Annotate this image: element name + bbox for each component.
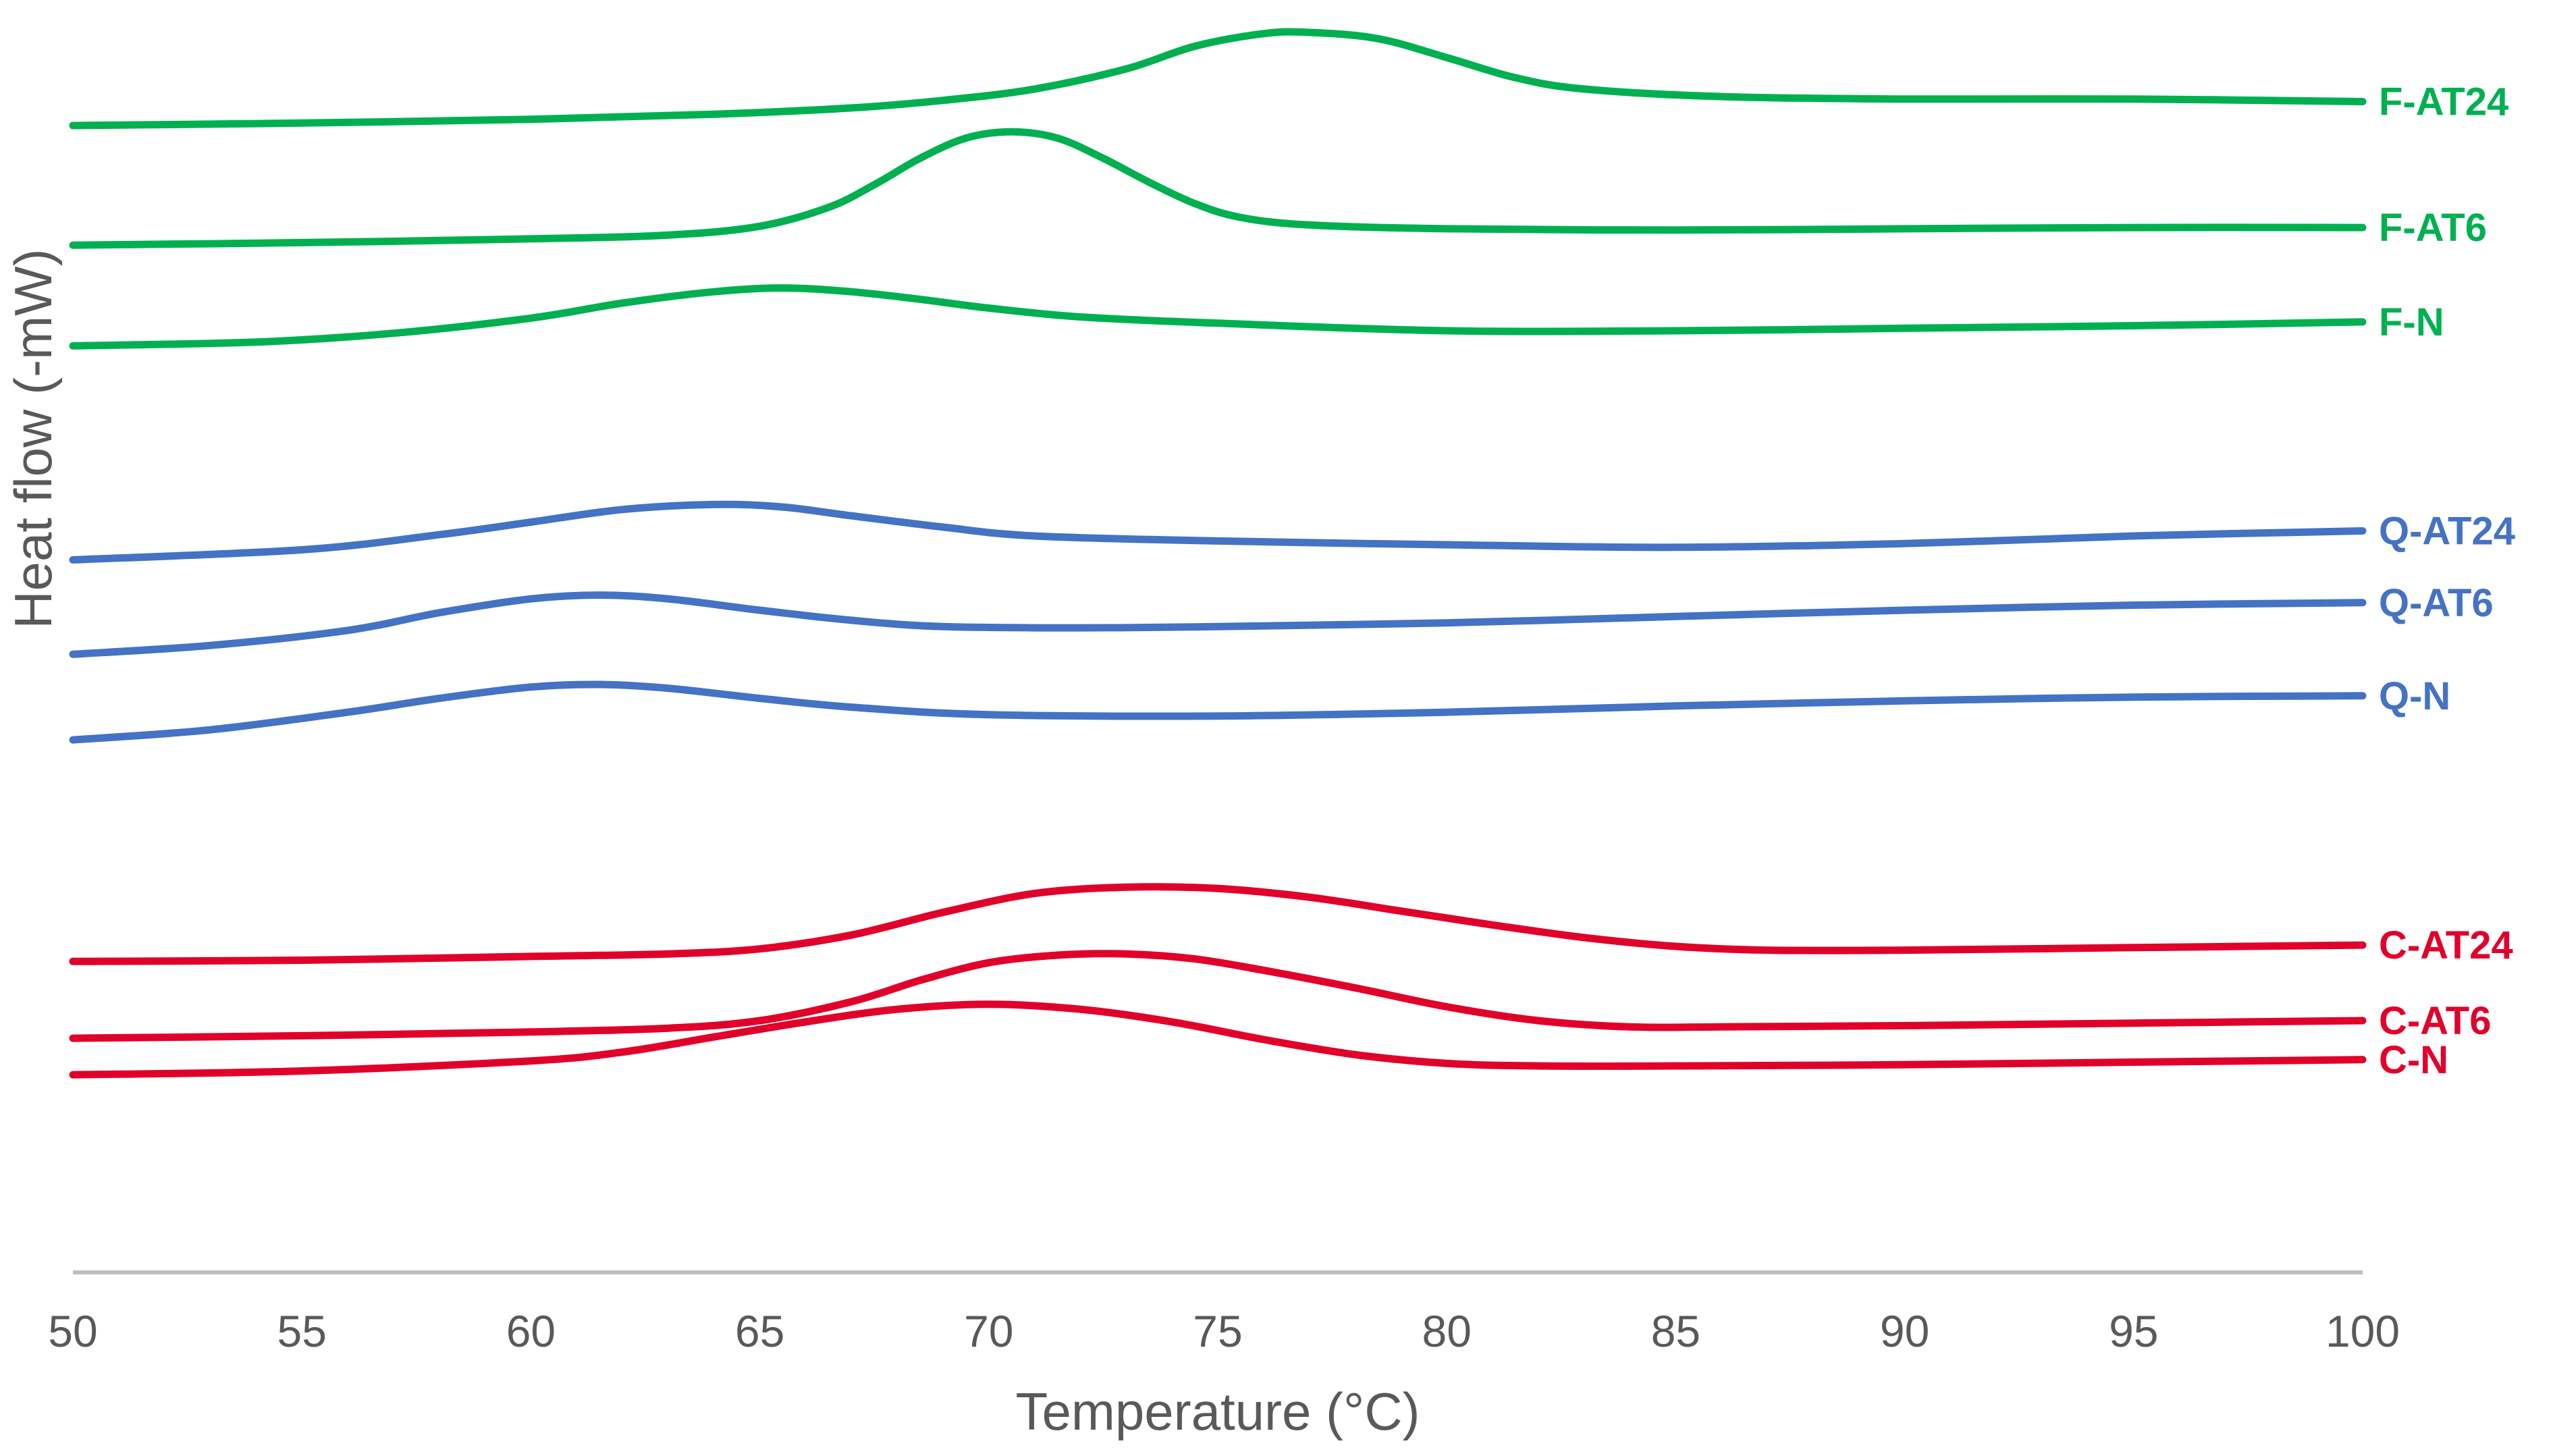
x-tick-label-50: 50 bbox=[48, 1306, 97, 1356]
series-layer bbox=[69, 28, 2367, 1079]
series-line-c-at6 bbox=[69, 950, 2367, 1042]
series-line-f-n bbox=[69, 284, 2367, 350]
x-tick-label-85: 85 bbox=[1651, 1306, 1700, 1356]
x-tick-label-95: 95 bbox=[2109, 1306, 2158, 1356]
series-label-f-at24: F-AT24 bbox=[2379, 80, 2508, 124]
series-line-q-at6 bbox=[69, 591, 2367, 658]
x-tick-label-55: 55 bbox=[277, 1306, 326, 1356]
series-label-c-n: C-N bbox=[2379, 1038, 2448, 1082]
x-tick-label-60: 60 bbox=[506, 1306, 556, 1356]
x-tick-labels: 50 55 60 65 70 75 80 85 90 95 100 bbox=[48, 1306, 2400, 1356]
series-line-c-at24 bbox=[69, 883, 2367, 965]
series-label-c-at24: C-AT24 bbox=[2379, 923, 2513, 967]
series-label-q-n: Q-N bbox=[2379, 674, 2450, 718]
x-tick-label-75: 75 bbox=[1193, 1306, 1242, 1356]
series-line-q-at24 bbox=[69, 500, 2367, 564]
y-axis-title: Heat flow (-mW) bbox=[3, 248, 63, 628]
x-tick-label-70: 70 bbox=[964, 1306, 1013, 1356]
x-tick-label-100: 100 bbox=[2326, 1306, 2400, 1356]
series-labels: F-AT24 F-AT6 F-N Q-AT24 Q-AT6 Q-N C-AT24 C-AT6C… bbox=[2379, 80, 2515, 1082]
series-label-q-at24: Q-AT24 bbox=[2379, 510, 2515, 554]
x-tick-label-90: 90 bbox=[1880, 1306, 1929, 1356]
series-label-q-at6: Q-AT6 bbox=[2379, 581, 2494, 625]
x-tick-label-65: 65 bbox=[735, 1306, 784, 1356]
series-line-c-n bbox=[69, 1000, 2367, 1079]
x-axis-title: Temperature (°C) bbox=[1015, 1382, 1420, 1441]
series-line-f-at24 bbox=[69, 28, 2367, 130]
series-line-q-n bbox=[69, 680, 2367, 744]
series-line-f-at6 bbox=[69, 128, 2367, 249]
x-tick-label-80: 80 bbox=[1422, 1306, 1471, 1356]
series-label-c-at6: C-AT6 bbox=[2379, 999, 2491, 1043]
series-label-f-n: F-N bbox=[2379, 300, 2444, 344]
series-label-f-at6: F-AT6 bbox=[2379, 206, 2487, 250]
